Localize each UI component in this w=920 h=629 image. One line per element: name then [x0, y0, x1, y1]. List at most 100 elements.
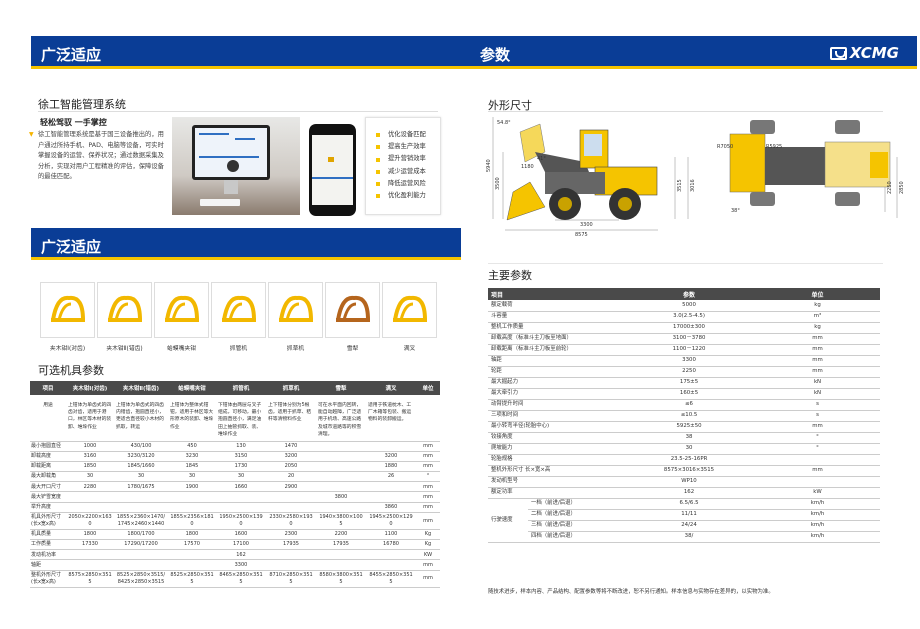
value-cell: 8575×3016×3515: [623, 465, 756, 477]
cell: Kg: [416, 529, 440, 541]
value-cell: 5000: [623, 300, 756, 312]
main-params-title: 主要参数: [488, 269, 532, 282]
table-row: 轮胎规格 23.5-25-16PR: [488, 454, 881, 466]
table-row: 卸载距离 1850 1845/1660 1845 1730 2050 1880 mm: [30, 461, 440, 473]
attachment-label: 夹木钳Ⅱ(错齿): [106, 346, 143, 352]
col-header: 夹木钳Ⅱ(错齿): [114, 381, 168, 395]
row-label: 整机外形尺寸(长x宽x高): [30, 570, 66, 588]
cell: [266, 502, 316, 513]
gear-label: 一档（前进/后退）: [528, 498, 624, 510]
unit-cell: km/h: [755, 531, 881, 543]
dimensions-title: 外形尺寸: [488, 99, 532, 112]
xcmg-logo: XCMG: [829, 44, 899, 62]
unit-cell: °: [755, 443, 881, 455]
value-cell: 24/24: [623, 520, 756, 532]
cell: [168, 559, 216, 571]
attachment-card: 夹木钳Ⅰ(对齿): [40, 282, 95, 352]
cell: 8710×2850×3515: [266, 570, 316, 588]
value-cell: 175±5: [623, 377, 756, 389]
cell: 1780/1675: [114, 481, 168, 493]
table-row: 铰接角度 38 °: [488, 432, 881, 444]
dim-label: 3515: [677, 179, 683, 192]
attachment-label: 雪犁: [346, 346, 359, 352]
cell: [66, 502, 114, 513]
cell: °: [416, 471, 440, 483]
attachment-image: [325, 282, 380, 338]
value-cell: ≤6: [623, 399, 756, 411]
section-band: 广泛适应: [31, 228, 461, 260]
unit-cell: kW: [755, 487, 881, 499]
dim-label: 5940: [486, 159, 492, 172]
table-row: 二档（前进/后退） 11/11 km/h: [488, 509, 881, 521]
cell: 1800: [66, 529, 114, 541]
cell: 8580×3800×3515: [316, 570, 366, 588]
table-row: 最小转弯半径(轮胎中心) 5925±50 mm: [488, 421, 881, 433]
dim-label: 1180: [521, 164, 534, 170]
cell: [66, 491, 114, 503]
row-label: 发动机型号: [488, 476, 624, 488]
dimension-drawing: 54.8° 41° 1180 3500 5940 3300 8575 3515 …: [486, 117, 905, 238]
col-header: 满叉: [366, 381, 416, 395]
row-label: 整机工作质量: [488, 322, 624, 334]
table-row: 最大卸载角 30 30 30 30 20 26 °: [30, 471, 440, 483]
divider: [38, 111, 438, 112]
table-row: 卸载高度 3160 3230/3120 3230 3150 3200 3200 mm: [30, 451, 440, 462]
desktop-photo: [172, 117, 300, 215]
row-label: 行驶速度: [488, 498, 528, 543]
unit-cell: kg: [755, 322, 881, 334]
cell: 2200: [316, 529, 366, 541]
cell: mm: [416, 461, 440, 473]
empty-cell: [416, 395, 440, 442]
cell: 2280: [66, 481, 114, 493]
table-row: 三档（前进/后退） 24/24 km/h: [488, 520, 881, 532]
unit-cell: mm: [755, 344, 881, 356]
dim-label: 3016: [690, 179, 696, 192]
row-label: 动臂提升时间: [488, 399, 624, 411]
row-label: 卸载距离（标准斗主刀板至前轮）: [488, 344, 624, 356]
attachment-image: [97, 282, 152, 338]
cell: [316, 549, 366, 561]
col-header: 项目: [30, 381, 66, 395]
row-label: 斗容量: [488, 311, 624, 323]
unit-cell: s: [755, 410, 881, 422]
cell: 8455×2850×3515: [366, 570, 416, 588]
gear-label: 三档（前进/后退）: [528, 520, 624, 532]
col-header: 单位: [755, 288, 881, 300]
cell: 2050: [266, 461, 316, 473]
row-label: 轴距: [30, 559, 66, 571]
cell: 8525×2850×3515: [168, 570, 216, 588]
table-row: 工作质量 17330 17290/17200 17570 17100 17935 17935…: [30, 539, 440, 551]
row-label: 三项和时间: [488, 410, 624, 422]
table-row: 发动机型号 WP10: [488, 476, 881, 488]
value-cell: 5925±50: [623, 421, 756, 433]
table-row: 轮距 2250 mm: [488, 366, 881, 378]
gear-label: 二档（前进/后退）: [528, 509, 624, 521]
value-cell: 17000±300: [623, 322, 756, 334]
value-cell: 162: [623, 487, 756, 499]
cell: mm: [416, 481, 440, 493]
unit-cell: °: [755, 432, 881, 444]
cell: 130: [216, 441, 266, 452]
unit-cell: kN: [755, 388, 881, 400]
row-label: 最小转弯半径(轮胎中心): [488, 421, 624, 433]
dim-label: 3500: [495, 177, 501, 190]
row-label: 铰接角度: [488, 432, 624, 444]
table-row: 最大铲雪宽度 3800 mm: [30, 491, 440, 503]
col-header: 项目: [488, 288, 624, 300]
use-cell: 下钳体由两层与叉子组成，可移动，最小抱圆直径小，满足油田上抽管抓取、装、堆垛作业: [216, 395, 266, 442]
cell: [316, 441, 366, 452]
table-row: 整机外形尺寸 长×宽×高 8575×3016×3515 mm: [488, 465, 881, 477]
unit-cell: kg: [755, 300, 881, 312]
use-cell: 上钳体为单齿式的四齿对齿，适用于港口，林区等木材的装卸、堆垛作业: [66, 395, 114, 442]
cell: 2330×2580×1930: [266, 512, 316, 530]
xcmg-mark-icon: [829, 46, 847, 60]
table-row: 爬坡能力 30 °: [488, 443, 881, 455]
cell: [366, 481, 416, 493]
benefit-item: 优化盈利能力: [376, 190, 440, 202]
cell: 17570: [168, 539, 216, 551]
cell: 1100: [366, 529, 416, 541]
attachment-image: [211, 282, 266, 338]
table-row: 三项和时间 ≤10.5 s: [488, 410, 881, 422]
attachment-image: [40, 282, 95, 338]
row-label: 用途: [30, 395, 66, 442]
